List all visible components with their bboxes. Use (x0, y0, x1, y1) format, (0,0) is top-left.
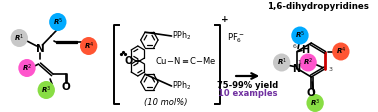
Text: 1,6-dihydropyridines: 1,6-dihydropyridines (267, 2, 369, 11)
Text: R$^4$: R$^4$ (84, 40, 94, 52)
Text: R$^1$: R$^1$ (277, 57, 287, 68)
Text: Cu$-$N$\equiv$C$-$Me: Cu$-$N$\equiv$C$-$Me (155, 55, 217, 66)
Circle shape (11, 29, 28, 47)
Text: +: + (221, 15, 228, 24)
Circle shape (332, 42, 350, 60)
Text: PF$_6^-$: PF$_6^-$ (228, 31, 245, 44)
Circle shape (18, 59, 36, 77)
Text: R$^2$: R$^2$ (22, 62, 32, 74)
Circle shape (49, 13, 67, 31)
Text: O: O (61, 82, 70, 92)
Circle shape (307, 94, 324, 112)
Text: N: N (36, 44, 45, 54)
Text: R$^3$: R$^3$ (310, 97, 320, 109)
Circle shape (80, 37, 97, 55)
Text: H: H (301, 44, 309, 55)
Text: 1: 1 (297, 60, 301, 65)
Text: PPh$_2$: PPh$_2$ (172, 80, 192, 92)
Text: R$^5$: R$^5$ (53, 16, 63, 28)
Circle shape (37, 81, 55, 99)
Text: R$^3$: R$^3$ (41, 84, 51, 96)
Text: N: N (292, 64, 300, 73)
Circle shape (273, 54, 290, 71)
Circle shape (299, 54, 317, 71)
Text: (10 mol%): (10 mol%) (144, 98, 187, 107)
Text: R$^2$: R$^2$ (303, 57, 313, 68)
Text: 6: 6 (292, 44, 296, 49)
Text: 10 examples: 10 examples (218, 89, 277, 98)
Circle shape (291, 27, 309, 44)
Text: R$^1$: R$^1$ (14, 32, 24, 44)
Text: O: O (307, 88, 316, 98)
Text: O: O (124, 56, 132, 66)
Text: R$^4$: R$^4$ (336, 46, 346, 57)
Text: 3: 3 (328, 67, 332, 72)
Text: PPh$_2$: PPh$_2$ (172, 30, 192, 42)
Text: 75-99% yield: 75-99% yield (217, 81, 278, 90)
Text: R$^5$: R$^5$ (295, 30, 305, 41)
